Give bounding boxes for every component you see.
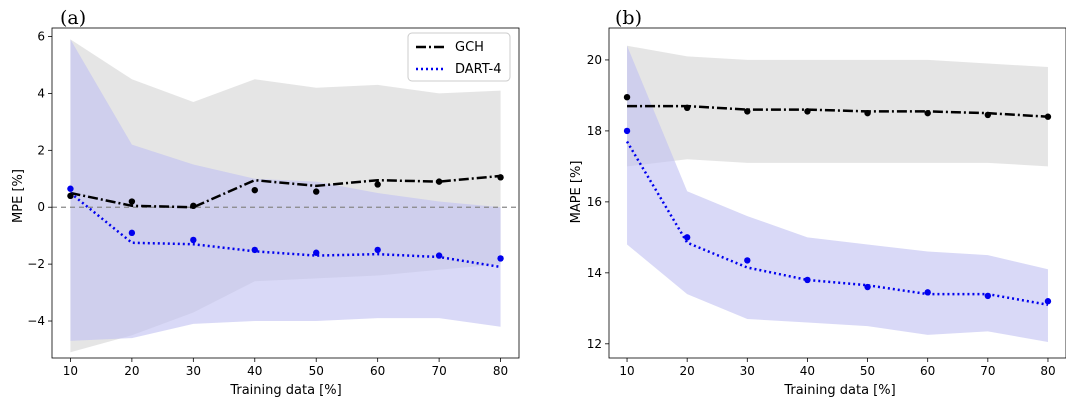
panel-a: (a) 10 20 30 40 50 60 70 80 −4 −2 0 2 4 6 Training d…: [11, 7, 520, 398]
panel-a-ytick-label: 2: [37, 143, 45, 157]
panel-a-gch-point: [67, 192, 74, 200]
panel-a-xlabel: Training data [%]: [229, 383, 341, 398]
panel-a-ytick-label: 0: [37, 200, 45, 214]
panel-a-dart-4-line: [69, 192, 501, 269]
legend-dart4-label: DART-4: [455, 62, 501, 77]
panel-a-xtick-label: 70: [431, 364, 446, 378]
panel-b-gch-point: [623, 93, 631, 101]
panel-a-xtick-label: 10: [63, 364, 78, 378]
panel-b-dart-4-point: [1044, 298, 1052, 305]
panel-a-gch-point: [435, 178, 443, 185]
panel-a-dart-4-point: [313, 249, 320, 256]
panel-a-gch-line: [70, 174, 501, 209]
panel-a-gch-point: [313, 188, 320, 195]
panel-b-ylabel: MAPE [%]: [569, 161, 584, 224]
panel-a-gch-point: [374, 181, 381, 188]
panel-b-gch-point: [924, 109, 931, 117]
panel-a-gch-point: [497, 174, 504, 181]
panel-b-frame: [608, 27, 1066, 359]
panel-a-xtick-label: 60: [370, 364, 385, 378]
panel-b-dart-4-point: [744, 257, 751, 264]
panel-b-xtick-label: 60: [920, 364, 935, 378]
panel-a-xtick-label: 40: [247, 364, 262, 378]
panel-a-dart-4-point: [190, 236, 197, 244]
panel-b-xlabel: Training data [%]: [783, 383, 895, 398]
panel-a-xtick-label: 80: [493, 364, 508, 378]
panel-a-dart-4-point: [128, 229, 136, 237]
panel-b-xtick-label: 70: [980, 364, 995, 378]
panel-b-ytick-label: 16: [587, 195, 602, 209]
legend-box: [407, 32, 511, 82]
panel-a-gch-point: [251, 186, 258, 194]
panel-a-ytick-label: 4: [37, 86, 45, 100]
panel-b-dart-4-point: [984, 292, 992, 300]
panel-b-dart-4-point: [683, 234, 691, 241]
panel-b-gch-line: [627, 104, 1049, 118]
panel-b-gch-point: [744, 108, 751, 115]
panel-a-dart-4-point: [251, 246, 258, 254]
panel-b-gch-point: [804, 108, 811, 115]
legend-gch-label: GCH: [455, 40, 484, 55]
panel-a-dart-4-point: [435, 252, 443, 259]
panel-a-ytick-label: −4: [27, 314, 45, 328]
panel-a-gch-point: [128, 198, 136, 205]
panel-b-dart-4-point: [924, 289, 931, 296]
panel-b-ytick-label: 12: [587, 337, 602, 351]
panel-b-gch-point: [683, 104, 691, 112]
panel-b-gch-point: [1044, 113, 1052, 120]
panel-b-ytick-label: 18: [587, 124, 602, 138]
panel-b-xtick-label: 10: [619, 364, 634, 378]
panel-a-xtick-label: 50: [309, 364, 324, 378]
panel-b: (b) 10 20 30 40 50 60 70 80 12 14 16 18 20 Training…: [569, 7, 1066, 398]
panel-a-xtick-label: 30: [186, 364, 201, 378]
panel-b-label: (b): [615, 7, 642, 29]
panel-b-gch-band: [627, 45, 1048, 167]
panel-b-dart-4-point: [864, 283, 871, 291]
panel-a-xtick-label: 20: [124, 364, 139, 378]
panel-b-xtick-label: 50: [860, 364, 875, 378]
panel-a-dart-4-band: [70, 39, 501, 341]
panel-a-ytick-label: −2: [27, 257, 45, 271]
panel-b-xtick-label: 20: [680, 364, 695, 378]
panel-b-xtick-label: 80: [1040, 364, 1055, 378]
panel-b-dart-4-band: [627, 45, 1048, 343]
panel-b-xtick-label: 30: [740, 364, 755, 378]
panel-a-gch-point: [190, 202, 197, 210]
panel-b-xtick-label: 40: [800, 364, 815, 378]
panel-b-ytick-label: 14: [587, 266, 602, 280]
panel-a-dart-4-point: [497, 255, 504, 262]
panel-b-gch-point: [984, 111, 992, 119]
panel-a-dart-4-point: [374, 246, 381, 254]
panel-a-dart-4-point: [67, 185, 74, 192]
panel-b-ytick-label: 20: [587, 53, 602, 67]
panel-b-dart-4-point: [623, 127, 631, 135]
panel-a-ytick-label: 6: [37, 30, 45, 44]
panel-b-dart-4-point: [804, 276, 811, 284]
legend: GCH DART-4: [407, 32, 511, 82]
panel-a-label: (a): [60, 7, 86, 29]
panel-a-frame: [51, 27, 520, 359]
panel-b-dart-4-line: [625, 140, 1049, 307]
panel-a-ylabel: MPE [%]: [11, 169, 26, 223]
panel-b-gch-point: [864, 109, 871, 117]
